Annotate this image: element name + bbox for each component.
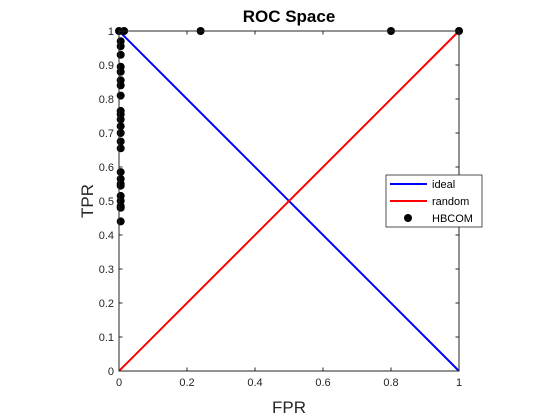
data-point-hbcom	[116, 67, 125, 76]
x-axis-ticks: 0 0.2 0.4 0.6 0.8 1	[116, 31, 462, 389]
data-point-hbcom	[116, 203, 125, 212]
y-axis-label: TPR	[78, 184, 97, 218]
data-point-hbcom	[116, 144, 125, 153]
data-point-hbcom	[116, 81, 125, 90]
x-tick-label: 0.8	[383, 377, 398, 389]
series-line-random	[118, 30, 460, 372]
legend-label-random: random	[432, 196, 469, 208]
x-tick-label: 0.6	[315, 377, 330, 389]
legend-label-ideal: ideal	[432, 179, 455, 191]
legend: ideal random HBCOM	[385, 174, 483, 228]
x-tick-label: 0	[116, 377, 122, 389]
y-tick-label: 0.4	[99, 230, 114, 242]
y-tick-label: 0.6	[99, 162, 114, 174]
x-axis-label: FPR	[272, 398, 306, 417]
x-tick-label: 0.4	[247, 377, 262, 389]
y-tick-label: 0.8	[99, 94, 114, 106]
y-tick-label: 0.7	[99, 128, 114, 140]
data-point-hbcom	[116, 50, 125, 59]
data-point-hbcom	[116, 129, 125, 137]
data-point-hbcom	[116, 37, 125, 46]
x-tick-label: 0.2	[179, 377, 194, 389]
y-tick-label: 0.1	[99, 332, 114, 344]
y-tick-label: 1	[108, 26, 114, 38]
legend-marker-hbcom	[404, 214, 412, 222]
y-tick-label: 0	[108, 366, 114, 378]
data-point-hbcom	[116, 91, 125, 100]
chart-title: ROC Space	[243, 7, 336, 26]
x-tick-label: 1	[456, 377, 462, 389]
y-tick-label: 0.5	[99, 196, 114, 208]
y-tick-label: 0.2	[99, 298, 114, 310]
data-point-hbcom	[116, 181, 125, 190]
legend-label-hbcom: HBCOM	[432, 213, 473, 225]
y-tick-label: 0.3	[99, 264, 114, 276]
data-point-hbcom	[116, 217, 125, 226]
y-tick-label: 0.9	[99, 60, 114, 72]
